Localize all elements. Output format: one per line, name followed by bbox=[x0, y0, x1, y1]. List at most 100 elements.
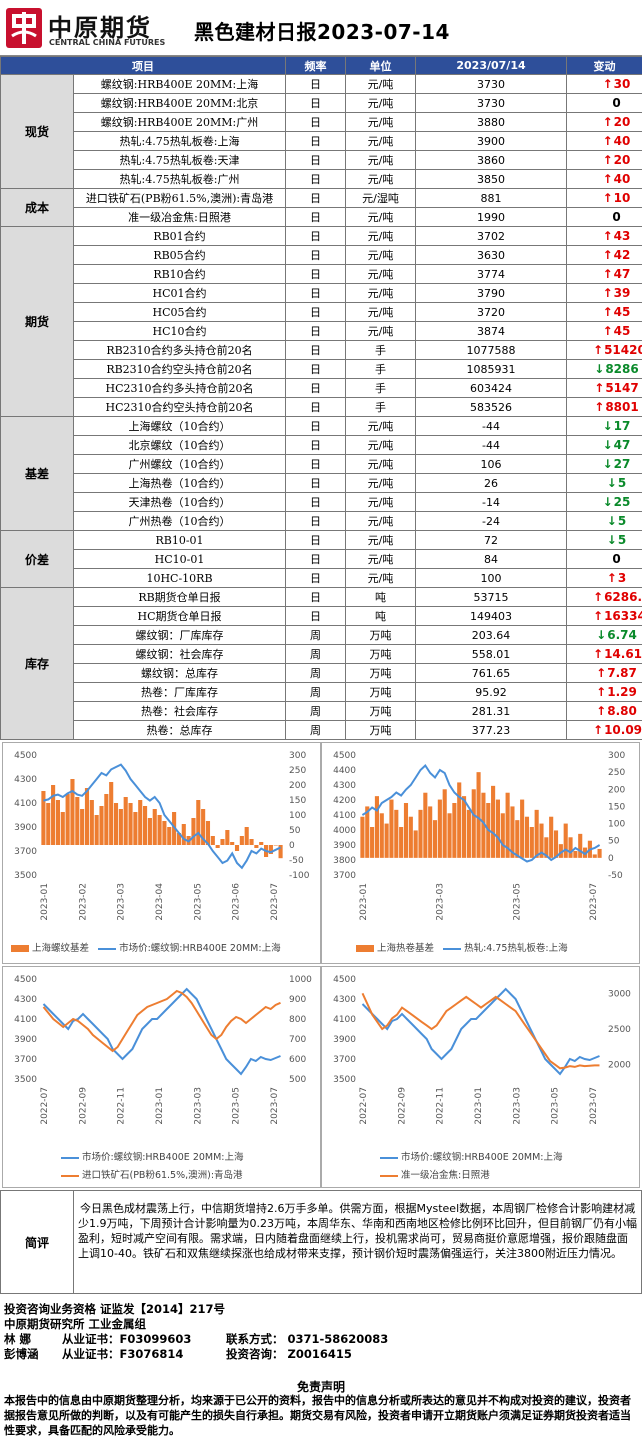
legend-label: 市场价:螺纹钢:HRB400E 20MM:上海 bbox=[82, 1152, 244, 1163]
change-value: 47 bbox=[613, 438, 631, 452]
arrow-up-icon: ↑ bbox=[596, 685, 607, 699]
change-value: 0 bbox=[612, 552, 621, 566]
series-line bbox=[43, 763, 282, 870]
bar-mark bbox=[196, 800, 201, 845]
right-axis-tick-label: 300 bbox=[608, 751, 625, 761]
bar-mark bbox=[152, 809, 157, 845]
bar-mark bbox=[389, 799, 394, 858]
table-row: HC10-01 日元/吨 84 0 bbox=[1, 549, 642, 569]
table-row: 上海热卷（10合约）日元/吨 26 ↓5 bbox=[1, 473, 642, 493]
disclaimer-text: 本报告中的信息由中原期货整理分析，均来源于已公开的资料，报告中的信息分析或所表达… bbox=[4, 1394, 631, 1437]
change-cell: ↑10 bbox=[566, 188, 642, 208]
arrow-down-icon: ↓ bbox=[594, 362, 605, 376]
header-change: 变动 bbox=[566, 56, 642, 75]
table-row: RB2310合约多头持仓前20名日手 1077588 ↑51420 bbox=[1, 340, 642, 360]
item-cell: 螺纹钢:HRB400E 20MM:北京 bbox=[73, 93, 286, 113]
left-axis-tick-label: 3500 bbox=[14, 871, 37, 881]
item-cell: RB期货仓单日报 bbox=[73, 587, 286, 607]
table-row: 热轧:4.75热轧板卷:上海日元/吨 3900 ↑40 bbox=[1, 131, 642, 151]
right-axis-tick-label: 50 bbox=[608, 837, 620, 847]
legend-swatch-line bbox=[380, 1174, 398, 1177]
unit-cell: 万吨 bbox=[345, 644, 416, 664]
value-cell: 3730 bbox=[415, 93, 567, 113]
frequency-cell: 日 bbox=[285, 606, 346, 626]
x-axis-tick-label: 2023-07 bbox=[589, 883, 599, 921]
item-cell: HC01合约 bbox=[73, 283, 286, 303]
table-row: 北京螺纹（10合约）日元/吨 -44 ↓47 bbox=[1, 435, 642, 455]
bar-mark bbox=[418, 809, 423, 858]
arrow-up-icon: ↑ bbox=[602, 115, 613, 129]
bar-mark bbox=[215, 845, 220, 848]
table-row: RB2310合约空头持仓前20名日手 1085931 ↓8286 bbox=[1, 359, 642, 379]
change-cell: ↑10.09 bbox=[566, 720, 642, 740]
table-body: 现货 螺纹钢:HRB400E 20MM:上海日元/吨 3730 ↑30 螺纹钢:HRB4… bbox=[0, 74, 642, 740]
change-cell: ↓5 bbox=[566, 511, 642, 531]
bar-mark bbox=[399, 827, 404, 858]
value-cell: 3730 bbox=[415, 74, 567, 94]
change-cell: ↑30 bbox=[566, 74, 642, 94]
bar-mark bbox=[254, 845, 259, 848]
series-line bbox=[42, 987, 281, 1076]
bar-mark bbox=[432, 820, 438, 858]
item-cell: RB05合约 bbox=[73, 245, 286, 265]
value-cell: 281.31 bbox=[415, 701, 567, 721]
frequency-cell: 周 bbox=[285, 701, 346, 721]
bar-mark bbox=[466, 809, 471, 858]
left-axis-tick-label: 4500 bbox=[14, 975, 37, 985]
frequency-cell: 日 bbox=[285, 587, 346, 607]
bar-mark bbox=[128, 803, 133, 845]
left-axis-tick-label: 3700 bbox=[14, 1055, 37, 1065]
left-axis-tick-label: 3900 bbox=[333, 1035, 356, 1045]
frequency-cell: 周 bbox=[285, 663, 346, 683]
arrow-up-icon: ↑ bbox=[606, 571, 617, 585]
report-title: 黑色建材日报2023-07-14 bbox=[194, 20, 450, 44]
bar-mark bbox=[360, 816, 365, 858]
bar-mark bbox=[259, 842, 264, 845]
frequency-cell: 日 bbox=[285, 511, 346, 531]
change-value: 5147 bbox=[605, 381, 639, 395]
frequency-cell: 周 bbox=[285, 720, 346, 740]
arrow-up-icon: ↑ bbox=[593, 723, 604, 737]
arrow-up-icon: ↑ bbox=[593, 647, 604, 661]
value-cell: 149403 bbox=[415, 606, 567, 626]
legend-swatch-line bbox=[98, 947, 117, 950]
unit-cell: 元/吨 bbox=[345, 435, 416, 455]
change-value: 6.74 bbox=[607, 628, 637, 642]
legend-swatch-line bbox=[380, 1156, 398, 1159]
left-axis-tick-label: 4100 bbox=[14, 799, 37, 809]
bar-mark bbox=[230, 842, 235, 845]
series-line bbox=[361, 992, 600, 1070]
table-row: 热卷：社会库存周万吨 281.31 ↑8.80 bbox=[1, 701, 642, 721]
left-axis-tick-label: 3900 bbox=[14, 1035, 37, 1045]
value-cell: 3720 bbox=[415, 302, 567, 322]
unit-cell: 元/吨 bbox=[345, 131, 416, 151]
change-value: 45 bbox=[613, 324, 631, 338]
unit-cell: 元/吨 bbox=[345, 245, 416, 265]
bar-mark bbox=[423, 792, 428, 858]
arrow-up-icon: ↑ bbox=[602, 172, 613, 186]
bar-mark bbox=[457, 782, 462, 858]
footer-institute: 中原期货研究所 工业金属组 bbox=[4, 1317, 147, 1331]
table-row: 螺纹钢:HRB400E 20MM:北京日元/吨 3730 0 bbox=[1, 93, 642, 113]
change-value: 10 bbox=[613, 191, 631, 205]
bar-mark bbox=[510, 806, 515, 858]
footer-analyst-2-name: 彭博涵 bbox=[4, 1347, 39, 1361]
unit-cell: 手 bbox=[345, 359, 416, 379]
value-cell: 53715 bbox=[415, 587, 567, 607]
bar-mark bbox=[408, 816, 413, 858]
x-axis-tick-label: 2022-11 bbox=[117, 1087, 127, 1125]
header-unit: 单位 bbox=[345, 56, 416, 75]
change-value: 45 bbox=[613, 305, 631, 319]
change-cell: ↑3 bbox=[566, 568, 642, 588]
bar-mark bbox=[60, 812, 65, 845]
footer-analyst-2-cert: 从业证书：F3076814 bbox=[62, 1347, 184, 1361]
x-axis-tick-label: 2023-01 bbox=[40, 883, 50, 921]
chart-rebar-vs-coke: 4500 4300 4100 3900 3700 3500 3000 2500 2000 2022… bbox=[321, 966, 640, 1188]
change-cell: ↑1.29 bbox=[566, 682, 642, 702]
bar-mark bbox=[65, 794, 70, 845]
arrow-up-icon: ↑ bbox=[602, 248, 613, 262]
frequency-cell: 日 bbox=[285, 397, 346, 417]
change-cell: ↓5 bbox=[566, 473, 642, 493]
frequency-cell: 日 bbox=[285, 283, 346, 303]
value-cell: 106 bbox=[415, 454, 567, 474]
